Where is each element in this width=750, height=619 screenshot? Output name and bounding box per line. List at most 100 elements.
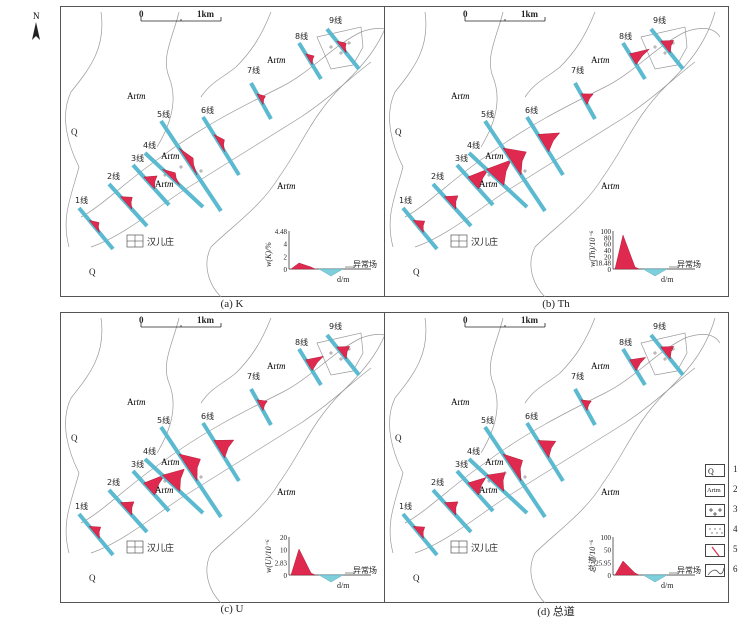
- label-artm-inner-1: Artm: [485, 457, 504, 467]
- axis-tick-label: 0: [608, 266, 612, 274]
- label-artm-north: Artm: [591, 55, 610, 65]
- label-q-south: Q: [413, 267, 420, 277]
- anomaly-profile: [443, 195, 459, 210]
- line-label-5: 5线: [157, 109, 170, 119]
- granite-cross-icon: [705, 504, 725, 517]
- line-label-6: 6线: [525, 105, 538, 115]
- line-label-6: 6线: [201, 105, 214, 115]
- anomaly-field-label: 异常场: [677, 566, 701, 575]
- intrusion-sw: [414, 367, 696, 554]
- survey-line-4: [467, 151, 529, 209]
- axis-tick-label: 0: [284, 572, 288, 580]
- anomaly-profile: [119, 196, 133, 210]
- dotted-rock-icon: [705, 524, 725, 537]
- intrusion-body-9: [316, 332, 364, 376]
- label-artm-inner-1: Artm: [485, 151, 504, 161]
- scale-one: 1km: [521, 315, 539, 325]
- anomaly-profile: [88, 526, 102, 540]
- boundary-north: [156, 317, 180, 454]
- north-arrow: N: [26, 10, 46, 46]
- label-artm-inner-2: Artm: [155, 485, 174, 495]
- line-label-2: 2线: [107, 171, 120, 181]
- label-artm-west: Artm: [127, 91, 146, 101]
- village-label: 汉儿庄: [471, 236, 498, 248]
- survey-line-9: [325, 333, 361, 377]
- axis-tick-label: 0: [284, 266, 288, 274]
- anomaly-field-label: 异常场: [677, 260, 701, 269]
- distance-label: d/m: [337, 581, 350, 590]
- survey-line-1: [401, 206, 439, 251]
- boundary-west: [389, 11, 427, 248]
- scale-bar: [140, 323, 222, 328]
- survey-line-3: [131, 469, 171, 513]
- anomaly-profile: [467, 477, 487, 496]
- anomaly-profile: [178, 453, 201, 482]
- survey-line-2: [431, 182, 473, 228]
- line-label-2: 2线: [107, 477, 120, 487]
- anomaly-profile: [178, 147, 198, 176]
- survey-line-6: [525, 115, 565, 177]
- anomaly-profile: [256, 399, 268, 412]
- inset-profile-legend: [288, 231, 371, 277]
- label-artm-north: Artm: [267, 361, 286, 371]
- village-symbol: [450, 540, 468, 554]
- label-artm-west: Artm: [451, 91, 470, 101]
- inset-anomaly: [614, 234, 640, 270]
- label-artm-inner-2: Artm: [479, 485, 498, 495]
- anomaly-profile: [660, 40, 675, 54]
- label-artm-east: Artm: [601, 181, 620, 191]
- unit-label: w(K)/%: [264, 242, 273, 267]
- boundary-north: [480, 11, 504, 148]
- line-label-1: 1线: [75, 501, 88, 511]
- intrusion-ne: [80, 28, 397, 218]
- survey-line-7: [573, 82, 597, 120]
- survey-line-8: [621, 347, 647, 387]
- village-symbol: [450, 234, 468, 248]
- legend-num-2: 2: [733, 484, 738, 494]
- legend-item-2: Artm 2: [705, 482, 747, 502]
- anomaly-profile: [305, 355, 325, 371]
- caption-d: (d) 总道: [537, 606, 575, 618]
- anomaly-profile: [162, 169, 180, 186]
- axis-tick-label: 25.95: [595, 559, 611, 567]
- panel-u: 汉儿庄 1线 2线 3线 4线 5线 6线 7线 8线 9线 Artm Artm Artm Artm Art…: [60, 312, 405, 604]
- line-label-9: 9线: [329, 321, 342, 331]
- distance-label: d/m: [661, 581, 674, 590]
- intrusion-sw: [414, 61, 696, 248]
- scale-one: 1km: [521, 9, 539, 19]
- boundary-inner: [524, 317, 596, 404]
- line-label-8: 8线: [295, 337, 308, 347]
- line-label-3: 3线: [455, 459, 468, 469]
- label-artm-inner-2: Artm: [155, 179, 174, 189]
- label-q-west: Q: [71, 433, 78, 443]
- survey-line-4: [467, 457, 529, 515]
- boundary-west: [65, 11, 103, 248]
- axis-tick-label: 40: [604, 247, 612, 255]
- label-artm-north: Artm: [591, 361, 610, 371]
- line-label-8: 8线: [295, 31, 308, 41]
- intrusion-body-9: [316, 26, 364, 70]
- panel-th: 汉儿庄 1线 2线 3线 4线 5线 6线 7线 8线 9线 Artm Artm Artm Artm Art…: [384, 6, 729, 298]
- axis-tick-label: 80: [604, 234, 612, 242]
- line-label-5: 5线: [481, 109, 494, 119]
- intrusion-body-9: [640, 26, 688, 70]
- axis-tick-label: 10: [280, 547, 288, 555]
- inset-anomaly: [290, 548, 316, 576]
- label-artm-west: Artm: [127, 397, 146, 407]
- survey-line-5: [159, 425, 223, 519]
- survey-line-6: [525, 421, 565, 483]
- panel-total: 汉儿庄 1线 2线 3线 4线 5线 6线 7线 8线 9线 Artm Artm Artm Artm Art…: [384, 312, 729, 604]
- boundary-north: [156, 11, 180, 148]
- line-label-7: 7线: [571, 371, 584, 381]
- boundary-east: [206, 11, 392, 298]
- anomaly-profile: [502, 147, 527, 176]
- survey-line-4: [143, 457, 205, 515]
- scale-zero: 0: [463, 315, 468, 325]
- inset-negative: [642, 574, 668, 583]
- line-label-9: 9线: [653, 321, 666, 331]
- village-symbol: [126, 540, 144, 554]
- line-label-8: 8线: [619, 337, 632, 347]
- unit-label: w(Th)/10⁻⁶: [588, 230, 597, 267]
- legend-text-2: Artm: [707, 487, 721, 494]
- survey-line-7: [249, 82, 273, 120]
